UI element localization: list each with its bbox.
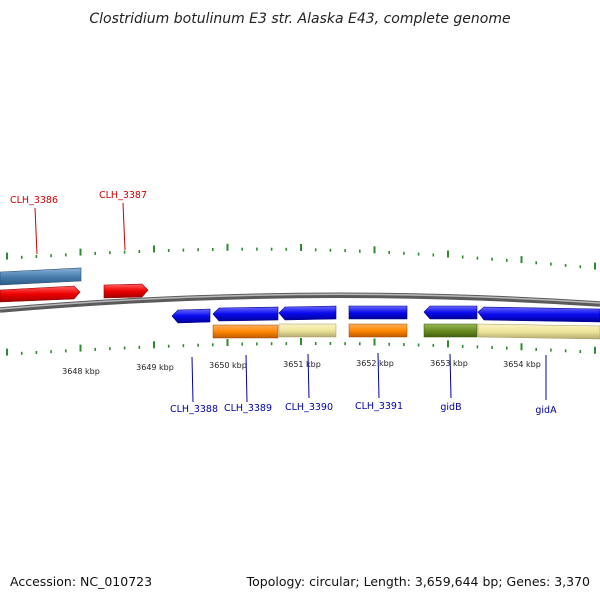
label-leader	[377, 352, 380, 399]
kbp-label: 3653 kbp	[430, 359, 468, 368]
cog-bar-clh3389[interactable]	[212, 324, 279, 339]
gene-arrow-clh3391[interactable]	[348, 305, 408, 320]
upper-tick-ring	[6, 243, 596, 270]
label-leader	[245, 354, 248, 403]
gene-label-clh3387[interactable]: CLH_3387	[99, 190, 147, 201]
gene-arrow-clh3387[interactable]	[103, 283, 149, 299]
kbp-label: 3651 kbp	[283, 360, 321, 369]
gene-feature-clh3386-cog[interactable]	[0, 267, 82, 286]
gene-label-gidb[interactable]: gidB	[440, 402, 461, 413]
topology-text: Topology: circular; Length: 3,659,644 bp…	[246, 574, 590, 589]
gene-arrow-clh3388[interactable]	[171, 308, 211, 324]
label-leader	[307, 353, 310, 399]
kbp-label: 3654 kbp	[503, 360, 541, 369]
label-leader	[34, 207, 38, 255]
gene-arrow-gidb[interactable]	[423, 305, 478, 320]
gene-arrow-clh3390[interactable]	[278, 305, 337, 321]
gene-arrow-clh3386[interactable]	[0, 285, 81, 303]
cog-bar-gida[interactable]	[477, 323, 600, 340]
kbp-label: 3648 kbp	[62, 367, 100, 376]
kbp-label: 3649 kbp	[136, 363, 174, 372]
genome-backbone	[0, 292, 600, 313]
gene-arrow-gida[interactable]	[477, 306, 600, 323]
gene-label-clh3391[interactable]: CLH_3391	[355, 401, 403, 412]
gene-arrow-clh3389[interactable]	[212, 306, 279, 322]
gene-label-clh3386[interactable]: CLH_3386	[10, 195, 58, 206]
accession-text: Accession: NC_010723	[10, 574, 152, 589]
kbp-scale: 3648 kbp 3649 kbp 3650 kbp 3651 kbp 3652…	[62, 359, 541, 376]
cog-bar-clh3390[interactable]	[278, 323, 337, 338]
kbp-label: 3652 kbp	[356, 359, 394, 368]
lower-tick-ring	[6, 338, 596, 356]
label-leader	[191, 356, 194, 403]
map-title: Clostridium botulinum E3 str. Alaska E43…	[89, 11, 510, 27]
top-gene-labels: CLH_3386 CLH_3387	[10, 190, 147, 255]
label-leader	[449, 353, 452, 399]
cog-bar-gidb[interactable]	[423, 323, 478, 338]
gene-label-clh3388[interactable]: CLH_3388	[170, 404, 218, 415]
bottom-gene-labels: CLH_3388 CLH_3389 CLH_3390 CLH_3391 gidB…	[170, 352, 557, 416]
gene-label-gida[interactable]: gidA	[535, 405, 557, 416]
gene-label-clh3390[interactable]: CLH_3390	[285, 402, 333, 413]
cog-bar-clh3391[interactable]	[348, 323, 408, 338]
label-leader	[122, 202, 126, 251]
gene-label-clh3389[interactable]: CLH_3389	[224, 403, 272, 414]
forward-strand	[0, 267, 149, 303]
reverse-strand	[171, 305, 600, 340]
kbp-label: 3650 kbp	[209, 361, 247, 370]
